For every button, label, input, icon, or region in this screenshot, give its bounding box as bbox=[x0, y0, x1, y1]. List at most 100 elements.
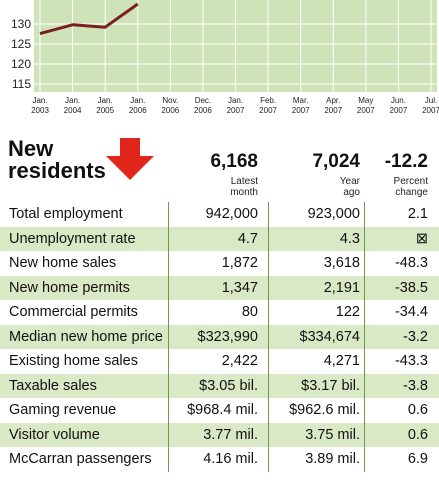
row-percent-change: -43.3 bbox=[394, 353, 428, 369]
x-tick-label-year: 2007 bbox=[324, 106, 342, 115]
row-label: Median new home price bbox=[9, 328, 163, 345]
table-row: Commercial permits 80 122 -34.4 bbox=[0, 300, 439, 325]
latest-month-label: Latest month bbox=[230, 176, 258, 198]
table-row: New home permits 1,347 2,191 -38.5 bbox=[0, 275, 439, 300]
row-label: Taxable sales bbox=[9, 377, 97, 394]
column-divider bbox=[168, 275, 169, 300]
row-percent-change: 0.6 bbox=[407, 402, 428, 418]
column-divider bbox=[364, 251, 365, 276]
column-divider bbox=[364, 324, 365, 349]
row-label: Commercial permits bbox=[9, 304, 138, 320]
x-tick-label-month: Jan. bbox=[32, 96, 47, 105]
column-divider bbox=[168, 251, 169, 276]
x-tick-label-year: 2007 bbox=[292, 106, 310, 115]
row-label: McCarran passengers bbox=[9, 451, 152, 467]
section-title: New residents bbox=[8, 138, 106, 182]
y-tick-label: 125 bbox=[11, 37, 31, 51]
row-year-ago-value: 4.3 bbox=[339, 230, 360, 247]
column-divider bbox=[268, 324, 269, 349]
x-tick-label-year: 2003 bbox=[31, 106, 49, 115]
x-tick-label-month: Feb. bbox=[260, 96, 276, 105]
row-year-ago-value: 923,000 bbox=[307, 206, 360, 222]
y-tick-label: 120 bbox=[11, 57, 31, 71]
row-year-ago-value: 2,191 bbox=[323, 279, 360, 296]
column-divider bbox=[168, 226, 169, 251]
column-divider bbox=[364, 349, 365, 374]
column-divider bbox=[268, 251, 269, 276]
x-tick-label-month: May bbox=[358, 96, 373, 105]
row-year-ago-value: 3.89 mil. bbox=[305, 451, 360, 467]
column-divider bbox=[268, 447, 269, 472]
x-tick-label-year: 2007 bbox=[227, 106, 245, 115]
row-year-ago-value: 3,618 bbox=[323, 255, 360, 271]
row-percent-change: -3.8 bbox=[403, 377, 428, 394]
section-title-line2: residents bbox=[8, 158, 106, 183]
column-divider bbox=[268, 202, 269, 227]
latest-sub-2: month bbox=[230, 187, 258, 198]
row-year-ago-value: $962.6 mil. bbox=[289, 402, 360, 418]
chart-svg: 115120125130Jan.2003Jan.2004Jan.2005Jan.… bbox=[11, 0, 439, 115]
column-divider bbox=[268, 226, 269, 251]
new-residents-header bbox=[0, 126, 439, 198]
x-tick-label-month: Dec. bbox=[195, 96, 211, 105]
row-latest-value: 1,347 bbox=[221, 279, 258, 296]
x-tick-label-year: 2007 bbox=[259, 106, 277, 115]
table-row: Median new home price $323,990 $334,674 -3.… bbox=[0, 324, 439, 349]
x-tick-label-year: 2004 bbox=[64, 106, 82, 115]
column-divider bbox=[168, 398, 169, 423]
column-divider bbox=[168, 202, 169, 227]
row-percent-change: ⊠ bbox=[415, 230, 428, 247]
x-tick-label-year: 2006 bbox=[194, 106, 212, 115]
latest-month-value: 6,168 bbox=[210, 151, 258, 172]
column-divider bbox=[168, 373, 169, 398]
row-label: Unemployment rate bbox=[9, 230, 136, 247]
column-divider bbox=[268, 300, 269, 325]
row-label: Existing home sales bbox=[9, 353, 138, 369]
row-percent-change: -34.4 bbox=[394, 304, 428, 320]
row-year-ago-value: 3.75 mil. bbox=[305, 426, 360, 443]
table-row: McCarran passengers 4.16 mil. 3.89 mil. 6.9 bbox=[0, 447, 439, 472]
row-label: New home permits bbox=[9, 279, 130, 296]
column-divider bbox=[268, 422, 269, 447]
x-tick-label-month: Apr. bbox=[326, 96, 340, 105]
x-tick-label-month: Jul. bbox=[425, 96, 437, 105]
row-latest-value: 80 bbox=[241, 304, 258, 320]
row-latest-value: 1,872 bbox=[221, 255, 258, 271]
row-label: New home sales bbox=[9, 255, 117, 271]
row-percent-change: 2.1 bbox=[407, 206, 428, 222]
y-tick-label: 130 bbox=[11, 17, 31, 31]
table-row: Gaming revenue $968.4 mil. $962.6 mil. 0.6 bbox=[0, 398, 439, 423]
year-ago-value: 7,024 bbox=[312, 151, 360, 172]
x-tick-label-year: 2007 bbox=[357, 106, 375, 115]
x-tick-label-month: Jan. bbox=[98, 96, 113, 105]
ago-sub-1: Year bbox=[339, 176, 360, 187]
row-year-ago-value: 122 bbox=[335, 304, 360, 320]
table-row: New home sales 1,872 3,618 -48.3 bbox=[0, 251, 439, 276]
row-percent-change: -48.3 bbox=[394, 255, 428, 271]
table-row: Visitor volume 3.77 mil. 3.75 mil. 0.6 bbox=[0, 422, 439, 447]
column-divider bbox=[364, 398, 365, 423]
percent-change-label: Percent change bbox=[394, 176, 428, 198]
row-latest-value: 942,000 bbox=[205, 206, 258, 222]
column-divider bbox=[268, 373, 269, 398]
x-tick-label-year: 2006 bbox=[161, 106, 179, 115]
row-latest-value: $968.4 mil. bbox=[187, 402, 258, 418]
percent-change-value: -12.2 bbox=[384, 151, 428, 172]
column-divider bbox=[168, 300, 169, 325]
x-tick-label-month: Nov. bbox=[162, 96, 178, 105]
column-divider bbox=[364, 275, 365, 300]
table-row: Existing home sales 2,422 4,271 -43.3 bbox=[0, 349, 439, 374]
column-divider bbox=[364, 300, 365, 325]
column-divider bbox=[268, 398, 269, 423]
column-divider bbox=[364, 373, 365, 398]
x-tick-label-month: Jun. bbox=[391, 96, 406, 105]
pct-sub-2: change bbox=[395, 187, 428, 198]
footer-credit bbox=[0, 468, 439, 480]
year-ago-label: Year ago bbox=[340, 176, 360, 198]
column-divider bbox=[168, 349, 169, 374]
row-latest-value: 3.77 mil. bbox=[203, 426, 258, 443]
column-divider bbox=[364, 202, 365, 227]
row-latest-value: 4.7 bbox=[237, 230, 258, 247]
x-tick-label-month: Mar. bbox=[293, 96, 309, 105]
x-tick-label-year: 2005 bbox=[96, 106, 114, 115]
